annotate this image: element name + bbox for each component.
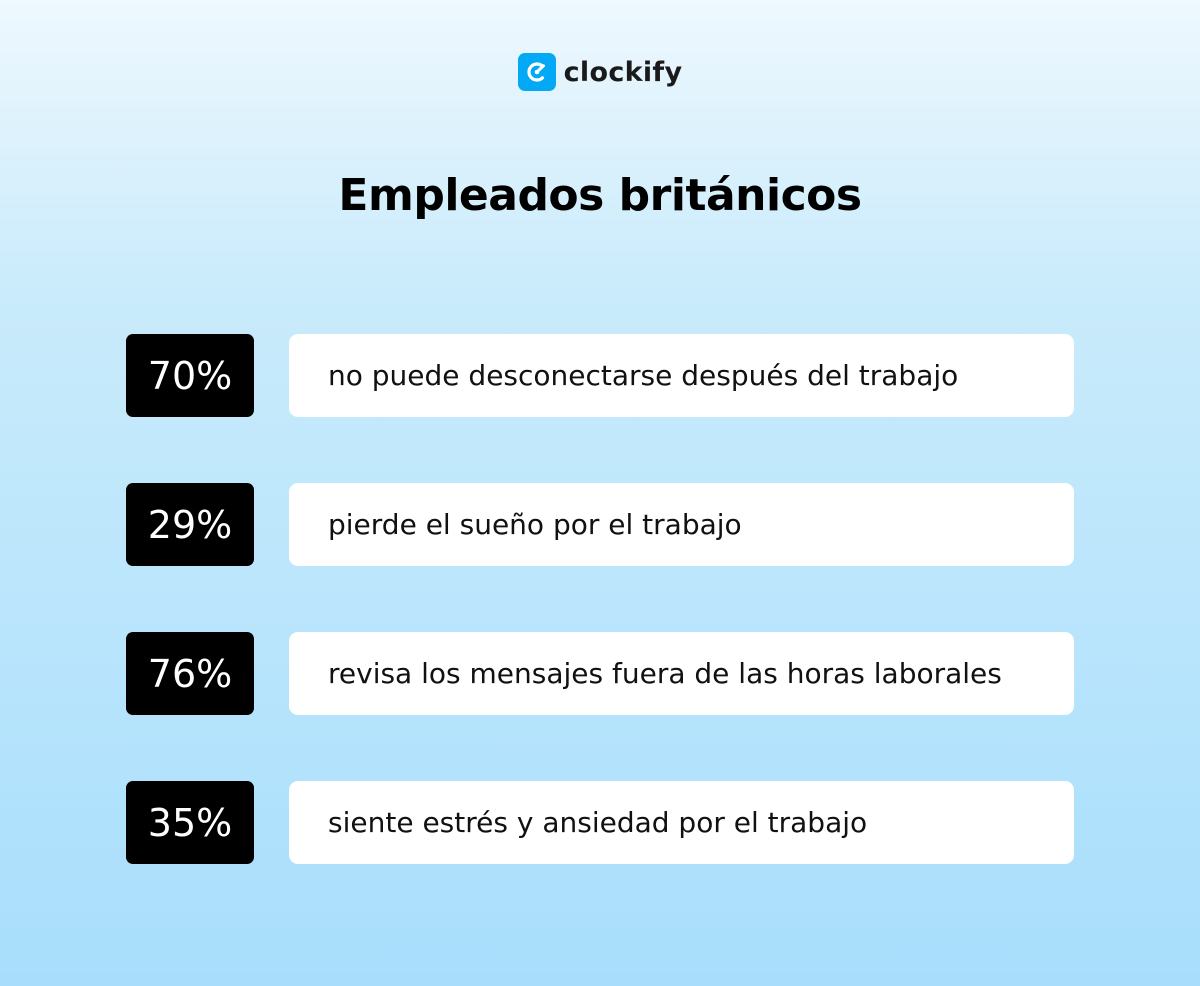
stat-row: 35% siente estrés y ansiedad por el trab…	[126, 781, 1074, 864]
stat-value-badge: 35%	[126, 781, 254, 864]
stat-description: revisa los mensajes fuera de las horas l…	[328, 657, 1002, 690]
stat-value-badge: 70%	[126, 334, 254, 417]
stat-card: siente estrés y ansiedad por el trabajo	[289, 781, 1074, 864]
stat-card: revisa los mensajes fuera de las horas l…	[289, 632, 1074, 715]
stat-value-badge: 29%	[126, 483, 254, 566]
brand-logo: clockify	[0, 53, 1200, 91]
stat-value-badge: 76%	[126, 632, 254, 715]
stat-description: siente estrés y ansiedad por el trabajo	[328, 806, 868, 839]
stat-row: 29% pierde el sueño por el trabajo	[126, 483, 1074, 566]
page-title: Empleados británicos	[338, 170, 862, 221]
stat-description: pierde el sueño por el trabajo	[328, 508, 742, 541]
stat-card: pierde el sueño por el trabajo	[289, 483, 1074, 566]
clockify-logo-icon	[517, 53, 556, 91]
stat-description: no puede desconectarse después del traba…	[328, 359, 959, 392]
stat-row: 76% revisa los mensajes fuera de las hor…	[126, 632, 1074, 715]
brand-name: clockify	[563, 56, 683, 88]
stat-card: no puede desconectarse después del traba…	[289, 334, 1074, 417]
stat-row: 70% no puede desconectarse después del t…	[126, 334, 1074, 417]
